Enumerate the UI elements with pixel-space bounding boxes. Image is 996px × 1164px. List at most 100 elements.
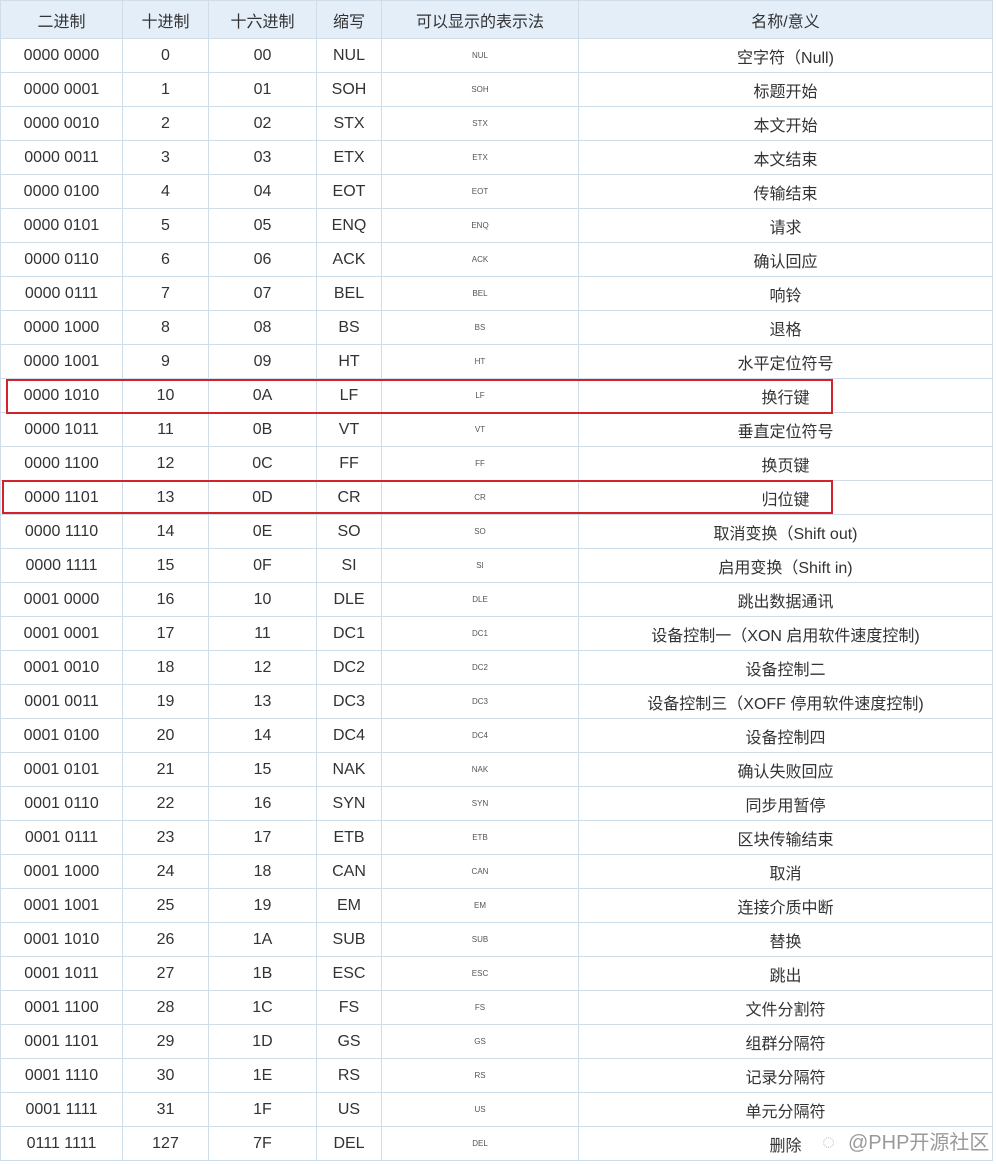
cell-decimal: 16	[122, 582, 209, 617]
cell-binary: 0001 1100	[0, 990, 123, 1025]
cell-binary: 0000 0011	[0, 140, 123, 175]
cell-hex: 1A	[208, 922, 317, 957]
cell-binary: 0000 1000	[0, 310, 123, 345]
cell-binary: 0000 0110	[0, 242, 123, 277]
cell-binary: 0000 0001	[0, 72, 123, 107]
cell-display: LF	[381, 378, 579, 413]
cell-decimal: 15	[122, 548, 209, 583]
cell-abbr: STX	[316, 106, 382, 141]
cell-hex: 1B	[208, 956, 317, 991]
table-row: 0000 0110 6 06 ACK ACK 确认回应	[0, 242, 993, 277]
cell-hex: 7F	[208, 1126, 317, 1161]
cell-display: SYN	[381, 786, 579, 821]
cell-hex: 19	[208, 888, 317, 923]
cell-abbr: DC1	[316, 616, 382, 651]
cell-decimal: 0	[122, 38, 209, 73]
cell-display: FS	[381, 990, 579, 1025]
cell-meaning: 同步用暂停	[578, 786, 993, 821]
cell-meaning: 归位键	[578, 480, 993, 515]
cell-abbr: CR	[316, 480, 382, 515]
table-row: 0001 0110 22 16 SYN SYN 同步用暂停	[0, 786, 993, 821]
cell-binary: 0000 0100	[0, 174, 123, 209]
cell-binary: 0111 1111	[0, 1126, 123, 1161]
cell-decimal: 25	[122, 888, 209, 923]
cell-binary: 0001 0001	[0, 616, 123, 651]
cell-hex: 1D	[208, 1024, 317, 1059]
cell-hex: 00	[208, 38, 317, 73]
cell-abbr: ETX	[316, 140, 382, 175]
cell-abbr: CAN	[316, 854, 382, 889]
cell-hex: 1F	[208, 1092, 317, 1127]
header-hex: 十六进制	[208, 0, 317, 39]
cell-display: ACK	[381, 242, 579, 277]
cell-abbr: FS	[316, 990, 382, 1025]
cell-abbr: SOH	[316, 72, 382, 107]
table-row: 0001 1111 31 1F US US 单元分隔符	[0, 1092, 993, 1127]
cell-binary: 0001 1011	[0, 956, 123, 991]
cell-meaning: 设备控制一（XON 启用软件速度控制)	[578, 616, 993, 651]
table-row: 0001 0001 17 11 DC1 DC1 设备控制一（XON 启用软件速度控制)	[0, 616, 993, 651]
cell-decimal: 23	[122, 820, 209, 855]
cell-display: SOH	[381, 72, 579, 107]
cell-display: ENQ	[381, 208, 579, 243]
table-row: 0001 1101 29 1D GS GS 组群分隔符	[0, 1024, 993, 1059]
cell-decimal: 26	[122, 922, 209, 957]
header-display: 可以显示的表示法	[381, 0, 579, 39]
cell-hex: 13	[208, 684, 317, 719]
cell-meaning: 取消变换（Shift out)	[578, 514, 993, 549]
cell-decimal: 11	[122, 412, 209, 447]
cell-hex: 08	[208, 310, 317, 345]
cell-abbr: DEL	[316, 1126, 382, 1161]
cell-hex: 17	[208, 820, 317, 855]
cell-hex: 03	[208, 140, 317, 175]
cell-binary: 0000 1100	[0, 446, 123, 481]
cell-display: NUL	[381, 38, 579, 73]
table-row: 0001 1010 26 1A SUB SUB 替换	[0, 922, 993, 957]
cell-abbr: DC4	[316, 718, 382, 753]
cell-display: EOT	[381, 174, 579, 209]
watermark: @PHP开源社区	[848, 1132, 990, 1154]
cell-abbr: ETB	[316, 820, 382, 855]
cell-display: SUB	[381, 922, 579, 957]
cell-hex: 04	[208, 174, 317, 209]
table-row: 0000 1001 9 09 HT HT 水平定位符号	[0, 344, 993, 379]
header-decimal: 十进制	[122, 0, 209, 39]
cell-meaning: 启用变换（Shift in)	[578, 548, 993, 583]
cell-abbr: NAK	[316, 752, 382, 787]
table-row: 0000 1100 12 0C FF FF 换页键	[0, 446, 993, 481]
cell-meaning: 设备控制三（XOFF 停用软件速度控制)	[578, 684, 993, 719]
cell-hex: 1E	[208, 1058, 317, 1093]
cell-display: DEL	[381, 1126, 579, 1161]
cell-decimal: 29	[122, 1024, 209, 1059]
cell-binary: 0000 1011	[0, 412, 123, 447]
cell-decimal: 18	[122, 650, 209, 685]
cell-hex: 07	[208, 276, 317, 311]
cell-display: VT	[381, 412, 579, 447]
table-row: 0001 0011 19 13 DC3 DC3 设备控制三（XOFF 停用软件速度控制)	[0, 684, 993, 719]
cell-binary: 0000 0101	[0, 208, 123, 243]
cell-meaning: 组群分隔符	[578, 1024, 993, 1059]
cell-hex: 0A	[208, 378, 317, 413]
cell-hex: 1C	[208, 990, 317, 1025]
cell-meaning: 确认失败回应	[578, 752, 993, 787]
table-row: 0001 0010 18 12 DC2 DC2 设备控制二	[0, 650, 993, 685]
cell-meaning: 区块传输结束	[578, 820, 993, 855]
cell-abbr: ESC	[316, 956, 382, 991]
cell-binary: 0001 0010	[0, 650, 123, 685]
cell-decimal: 1	[122, 72, 209, 107]
table-row: 0111 1111 127 7F DEL DEL 删除	[0, 1126, 993, 1161]
cell-meaning: 退格	[578, 310, 993, 345]
cell-meaning: 本文开始	[578, 106, 993, 141]
table-row: 0000 0011 3 03 ETX ETX 本文结束	[0, 140, 993, 175]
cell-display: CAN	[381, 854, 579, 889]
cell-decimal: 5	[122, 208, 209, 243]
cell-decimal: 9	[122, 344, 209, 379]
cell-display: ETB	[381, 820, 579, 855]
cell-hex: 09	[208, 344, 317, 379]
cell-hex: 10	[208, 582, 317, 617]
cell-hex: 16	[208, 786, 317, 821]
table-row: 0001 0101 21 15 NAK NAK 确认失败回应	[0, 752, 993, 787]
cell-decimal: 4	[122, 174, 209, 209]
cell-decimal: 31	[122, 1092, 209, 1127]
cell-meaning: 设备控制二	[578, 650, 993, 685]
